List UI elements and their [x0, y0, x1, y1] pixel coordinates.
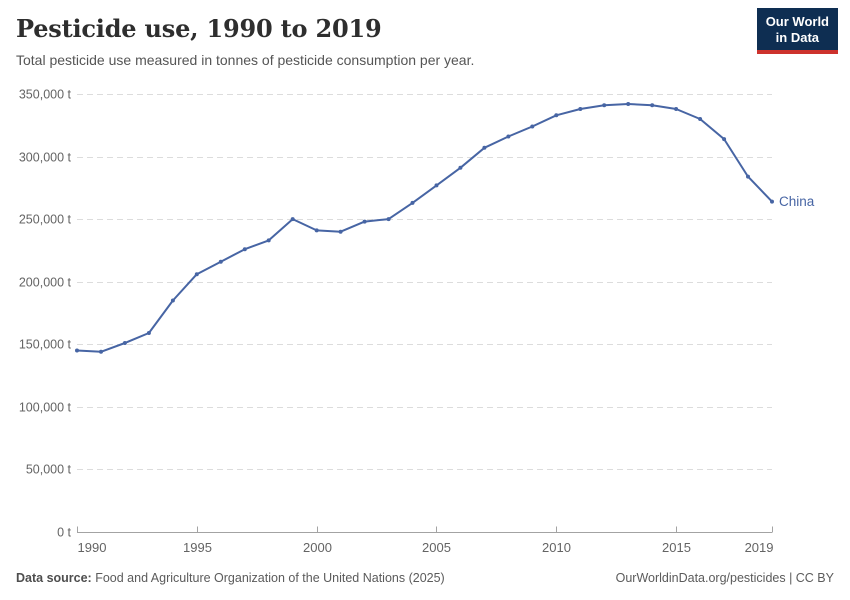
data-point[interactable]: [194, 272, 199, 277]
data-point[interactable]: [242, 247, 247, 252]
data-point[interactable]: [482, 145, 487, 150]
data-point[interactable]: [650, 103, 655, 108]
owid-url-license-link[interactable]: OurWorldinData.org/pesticides | CC BY: [615, 571, 834, 585]
page-title: Pesticide use, 1990 to 2019: [16, 14, 382, 43]
x-axis-label: 2019: [745, 540, 774, 555]
data-source-note: Data source: Food and Agriculture Organi…: [16, 571, 445, 585]
owid-logo-line2: in Data: [775, 30, 820, 45]
data-point[interactable]: [122, 341, 127, 345]
data-point[interactable]: [266, 238, 271, 243]
data-point[interactable]: [722, 137, 727, 142]
series-end-label[interactable]: China: [779, 194, 815, 209]
y-axis-label: 350,000 t: [19, 88, 72, 102]
data-point[interactable]: [410, 200, 415, 205]
owid-logo-line1: Our World: [765, 14, 829, 29]
data-point[interactable]: [99, 349, 103, 354]
x-axis-label: 1990: [78, 540, 107, 555]
data-point[interactable]: [362, 219, 367, 224]
data-point[interactable]: [458, 165, 463, 170]
x-axis-label: 1995: [183, 540, 212, 555]
x-axis-label: 2000: [303, 540, 332, 555]
data-point[interactable]: [218, 259, 223, 264]
data-point[interactable]: [170, 298, 175, 303]
x-axis-label: 2015: [662, 540, 691, 555]
chart-footer: Data source: Food and Agriculture Organi…: [0, 567, 850, 589]
owid-logo[interactable]: Our World in Data: [756, 8, 838, 54]
data-point[interactable]: [602, 103, 607, 108]
data-point[interactable]: [770, 199, 774, 204]
y-axis-label: 150,000 t: [19, 338, 72, 352]
data-point[interactable]: [746, 174, 750, 179]
y-axis-label: 50,000 t: [26, 463, 72, 477]
data-point[interactable]: [554, 113, 559, 118]
data-point[interactable]: [386, 217, 391, 222]
data-point[interactable]: [434, 183, 439, 188]
y-axis-label: 100,000 t: [19, 401, 72, 415]
data-point[interactable]: [506, 134, 511, 139]
data-source-label: Data source:: [16, 571, 92, 585]
y-axis-label: 200,000 t: [19, 276, 72, 290]
y-axis-label: 250,000 t: [19, 213, 72, 227]
chart-subtitle: Total pesticide use measured in tonnes o…: [16, 52, 475, 68]
data-point[interactable]: [290, 217, 295, 222]
data-point[interactable]: [314, 228, 319, 233]
series-line-china[interactable]: [76, 103, 773, 353]
data-point[interactable]: [674, 107, 679, 111]
data-point[interactable]: [626, 102, 631, 106]
y-axis-label: 0 t: [57, 526, 71, 540]
data-point[interactable]: [146, 331, 151, 335]
data-point[interactable]: [698, 117, 703, 121]
x-axis-label: 2005: [422, 540, 451, 555]
data-source-text: Food and Agriculture Organization of the…: [91, 571, 445, 585]
data-point[interactable]: [530, 124, 535, 129]
data-point[interactable]: [75, 348, 79, 353]
y-axis-label: 300,000 t: [19, 151, 72, 165]
x-axis-label: 2010: [542, 540, 571, 555]
data-point[interactable]: [578, 107, 583, 111]
data-point[interactable]: [338, 229, 343, 234]
